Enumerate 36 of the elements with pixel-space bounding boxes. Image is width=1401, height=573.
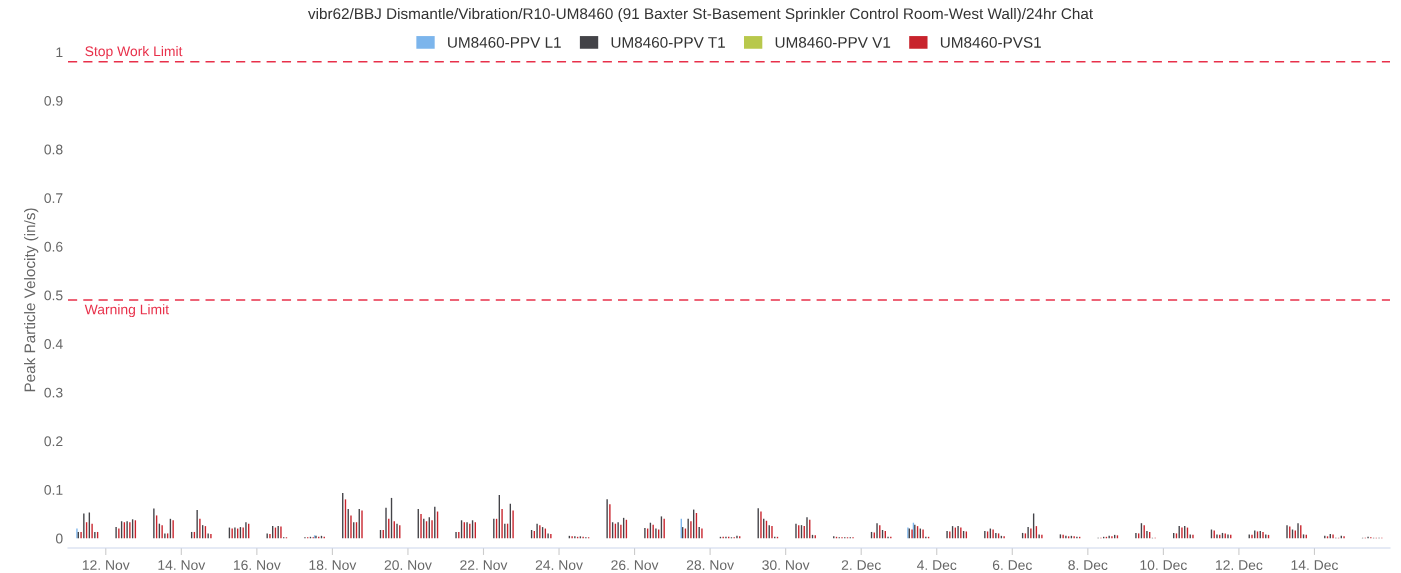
y-tick-label: 0.6: [44, 241, 63, 252]
y-tick-label: 0.9: [44, 95, 63, 106]
x-tick-label: 22. Nov: [460, 560, 508, 571]
x-tick-label: 26. Nov: [611, 560, 659, 571]
x-tick-label: 2. Dec: [841, 560, 881, 571]
x-tick-label: 16. Nov: [233, 560, 281, 571]
x-tick-label: 30. Nov: [762, 560, 810, 571]
ref-line-label: Stop Work Limit: [85, 46, 183, 59]
x-tick-label: 20. Nov: [384, 560, 432, 571]
y-tick-label: 0.8: [44, 144, 63, 155]
y-tick-label: 0.3: [44, 387, 63, 398]
x-tick-label: 6. Dec: [992, 560, 1032, 571]
y-tick-label: 0.7: [44, 193, 63, 204]
x-tick-label: 4. Dec: [916, 560, 957, 571]
x-tick-label: 18. Nov: [309, 560, 357, 571]
legend-label: UM8460-PVS1: [940, 37, 1041, 48]
y-tick-label: 0: [55, 533, 63, 544]
ref-line-label: Warning Limit: [84, 304, 169, 318]
y-tick-label: 1: [56, 47, 63, 58]
x-tick-label: 8. Dec: [1068, 560, 1108, 571]
chart-title: vibr62/BBJ Dismantle/Vibration/R10-UM8460 (91 Baxter St-Basement Sprinkler Control Room-West Wall)/24hr Chat: [308, 7, 1093, 23]
y-axis-title: Peak Particle Velocity (in/s): [24, 208, 39, 392]
legend-label: UM8460-PPV L1: [448, 37, 561, 48]
y-tick-label: 0.5: [44, 290, 63, 301]
x-tick-label: 14. Nov: [158, 560, 206, 571]
x-tick-label: 28. Nov: [686, 560, 734, 571]
x-tick-label: 24. Nov: [535, 560, 583, 571]
x-tick-label: 12. Nov: [82, 560, 130, 571]
legend-label: UM8460-PPV V1: [775, 37, 891, 48]
x-tick-label: 14. Dec: [1291, 560, 1339, 571]
y-tick-label: 0.2: [44, 436, 63, 447]
x-tick-label: 12. Dec: [1216, 560, 1263, 571]
legend-label: UM8460-PPV T1: [611, 37, 725, 48]
y-tick-label: 0.1: [44, 484, 63, 495]
y-tick-label: 0.4: [44, 339, 63, 349]
x-tick-label: 10. Dec: [1140, 560, 1187, 571]
